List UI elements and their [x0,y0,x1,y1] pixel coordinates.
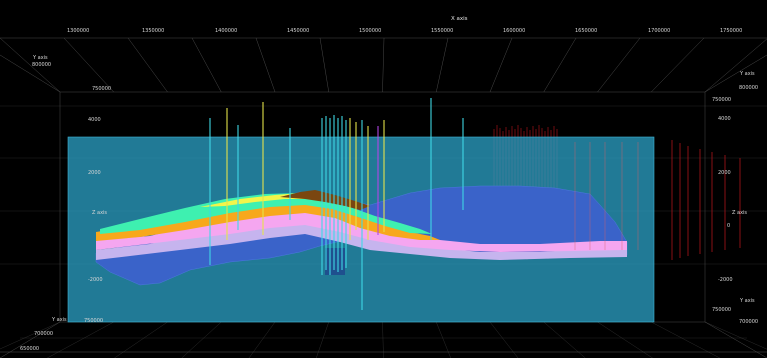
floor-grid-line [47,321,114,358]
floor-grid-line [651,321,720,358]
z-tick: -2000 [718,277,733,283]
y-axis-title-right-top: Y axis [740,71,755,77]
y-tick: 800000 [32,62,52,68]
x-tick: 1600000 [503,28,526,34]
y-tick: 750000 [92,86,112,92]
perspective-line [704,38,767,93]
x-tick: 1750000 [720,28,743,34]
floor-grid-line [489,321,519,358]
x-tick: 1500000 [359,28,382,34]
y-tick: 700000 [34,331,54,337]
x-tick: 1400000 [215,28,238,34]
z-tick: 4000 [718,116,731,122]
y-axis-title-left-top: Y axis [33,55,48,61]
perspective-line [436,37,449,93]
green-layer[interactable] [100,193,432,234]
floor-grid-line [316,321,329,358]
x-tick: 1350000 [142,28,165,34]
perspective-line [597,37,641,93]
x-tick: 1700000 [648,28,671,34]
well-traces-front[interactable] [209,98,639,310]
floor-grid-line [382,321,384,358]
perspective-line [489,37,513,93]
left-recede [0,54,61,93]
perspective-line [543,37,577,93]
perspective-line [255,37,276,93]
floor-grid-line [597,321,653,358]
y-tick: 750000 [712,97,732,103]
right-recede-bottom [704,321,767,358]
z-axis-title-left: Z axis [92,210,108,216]
floor-grid-line [436,321,451,358]
z-tick: -2000 [88,277,103,283]
right-recede [704,54,767,93]
perspective-line [63,37,114,93]
perspective-line [127,37,168,93]
x-axis-title: X axis [451,16,468,22]
x-tick: 1550000 [431,28,454,34]
floor-grid-line [181,321,222,358]
floor-grid-line [543,321,586,358]
x-tick: 1300000 [67,28,90,34]
perspective-line [319,37,329,93]
left-recede-bottom [0,321,61,358]
perspective-line [651,37,705,93]
x-tick: 1450000 [287,28,310,34]
y-tick: 700000 [739,319,759,325]
floor-grid-line [704,321,767,350]
brown-layer[interactable] [280,190,370,210]
z-axis-title-right: Z axis [732,210,748,216]
floor-grid-line [0,321,61,350]
floor-grid [0,321,767,358]
y-axis-title-right-bottom: Y axis [740,298,755,304]
y-tick: 800000 [739,85,759,91]
z-tick: 2000 [88,170,101,176]
floor-grid-line [248,321,276,358]
y-tick: 750000 [84,318,104,324]
perspective-line [191,37,222,93]
z-tick: 2000 [718,170,731,176]
y-axis-title-left-bottom: Y axis [52,317,67,323]
perspective-line [0,37,61,93]
z-tick: 0 [727,223,731,229]
y-tick: 750000 [712,307,732,313]
x-tick: 1650000 [575,28,598,34]
y-tick: 650000 [20,346,40,352]
z-tick: 4000 [88,117,101,123]
floor-grid-line [114,321,168,358]
perspective-line [382,37,385,93]
